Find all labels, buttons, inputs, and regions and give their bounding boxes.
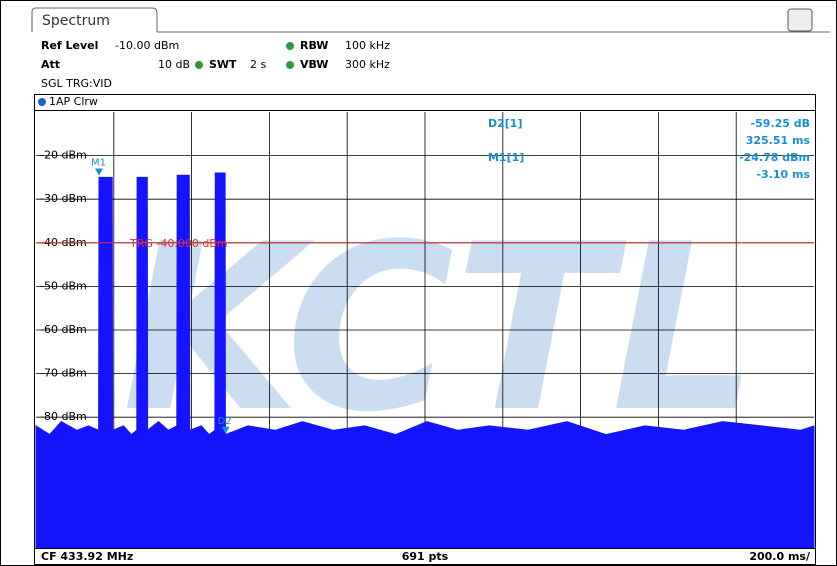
marker-label: D2 (218, 416, 232, 427)
watermark: KCTL (122, 196, 758, 463)
trace-area (35, 172, 815, 549)
y-tick-label: -50 dBm (40, 279, 87, 292)
trigger-label: TRG -40.000 dBm (129, 237, 228, 250)
marker-time: -3.10 ms (756, 168, 810, 181)
menu-button[interactable] (787, 8, 813, 32)
marker (94, 168, 103, 176)
footer-right: 200.0 ms/ (749, 550, 811, 563)
tab-shape (31, 7, 158, 32)
trace-label: 1AP Clrw (49, 95, 98, 108)
trigger-mode: SGL TRG:VID (41, 77, 112, 90)
setting-value: 100 kHz (345, 39, 390, 52)
setting-value: 10 dB (158, 58, 190, 71)
plot-frame (34, 94, 816, 565)
setting-value: 300 kHz (345, 58, 390, 71)
marker-name: M1[1] (488, 151, 524, 164)
y-tick-label: -80 dBm (40, 410, 87, 423)
tab-title[interactable]: Spectrum (42, 13, 110, 29)
setting-value: 2 s (250, 58, 266, 71)
status-dot (286, 42, 294, 50)
marker-name: D2[1] (488, 117, 523, 130)
y-tick-label: -30 dBm (40, 192, 87, 205)
marker-time: 325.51 ms (746, 134, 811, 147)
setting-label: RBW (300, 39, 328, 52)
trace-dot (38, 98, 46, 106)
setting-label: VBW (300, 58, 328, 71)
y-tick-label: -60 dBm (40, 323, 87, 336)
y-tick-label: -70 dBm (40, 367, 87, 380)
marker-value: -24.78 dBm (739, 151, 810, 164)
setting-label: Ref Level (41, 39, 98, 52)
footer-center: 691 pts (402, 550, 449, 563)
y-tick-label: -20 dBm (40, 149, 87, 162)
marker-label: M1 (91, 157, 106, 168)
marker (221, 426, 230, 434)
setting-value: -10.00 dBm (115, 39, 179, 52)
footer-left: CF 433.92 MHz (41, 550, 133, 563)
setting-label: Att (41, 58, 60, 71)
setting-label: SWT (209, 58, 237, 71)
status-dot (286, 61, 294, 69)
marker-value: -59.25 dB (751, 117, 810, 130)
status-dot (195, 61, 203, 69)
